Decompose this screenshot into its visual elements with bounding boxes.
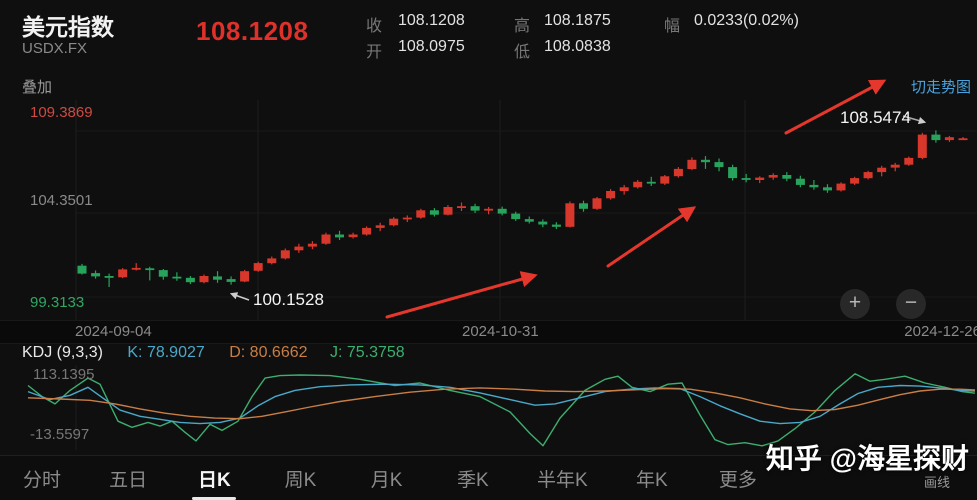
- y-axis-top: 109.3869: [30, 104, 93, 121]
- low-price-callout: 100.1528: [253, 290, 324, 309]
- tab-zhouk[interactable]: 周K: [284, 470, 317, 491]
- instrument-symbol: USDX.FX: [22, 40, 88, 57]
- period-tabbar: 分时 五日 日K 周K 月K 季K 半年K 年K 更多: [0, 455, 977, 500]
- quote-range-value: 0.0233(0.02%): [694, 12, 799, 29]
- quote-range-label: 幅: [664, 18, 681, 35]
- last-price: 108.1208: [196, 16, 309, 46]
- tab-fenshi[interactable]: 分时: [22, 470, 61, 491]
- date-mid: 2024-10-31: [462, 323, 539, 340]
- tab-wuri[interactable]: 五日: [109, 470, 148, 491]
- date-left: 2024-09-04: [75, 323, 152, 340]
- tab-rik[interactable]: 日K: [192, 457, 237, 500]
- watermark: 知乎 @海星探财: [765, 443, 969, 474]
- date-right: 2024-12-26: [904, 323, 977, 340]
- switch-chart-link[interactable]: 切走势图: [910, 79, 971, 96]
- quote-open-value: 108.0975: [398, 38, 465, 55]
- kdj-k-value: K: 78.9027: [127, 344, 205, 361]
- tab-yuek[interactable]: 月K: [370, 470, 403, 491]
- y-axis-bottom: 99.3133: [30, 294, 85, 311]
- candlestick-chart[interactable]: [0, 95, 977, 320]
- kdj-y-top: 113.1395: [33, 366, 95, 383]
- kdj-y-bottom: -13.5597: [30, 426, 90, 443]
- instrument-title: 美元指数: [22, 14, 114, 40]
- zoom-out-button[interactable]: −: [896, 289, 926, 319]
- high-price-callout: 108.5474: [840, 108, 911, 127]
- quote-close-value: 108.1208: [398, 12, 465, 29]
- zoom-in-button[interactable]: +: [840, 289, 870, 319]
- date-axis: [0, 320, 977, 344]
- kdj-header: KDJ (9,3,3) K: 78.9027 D: 80.6662 J: 75.…: [22, 344, 405, 362]
- kdj-title: KDJ (9,3,3): [22, 344, 103, 361]
- kdj-j-value: J: 75.3758: [329, 344, 405, 361]
- quote-high-label: 高: [514, 18, 531, 35]
- quote-low-value: 108.0838: [544, 38, 611, 55]
- kdj-d-value: D: 80.6662: [229, 344, 308, 361]
- tab-banniank[interactable]: 半年K: [536, 470, 588, 491]
- draw-line-button[interactable]: 画线: [923, 475, 950, 490]
- tab-niank[interactable]: 年K: [635, 470, 668, 491]
- y-axis-mid: 104.3501: [30, 192, 93, 209]
- quote-high-value: 108.1875: [544, 12, 611, 29]
- quote-low-label: 低: [514, 44, 531, 61]
- overlay-button[interactable]: 叠加: [22, 79, 53, 96]
- tab-more[interactable]: 更多: [718, 470, 757, 491]
- quote-close-label: 收: [366, 18, 383, 35]
- quote-open-label: 开: [366, 44, 383, 61]
- tab-jik[interactable]: 季K: [456, 470, 489, 491]
